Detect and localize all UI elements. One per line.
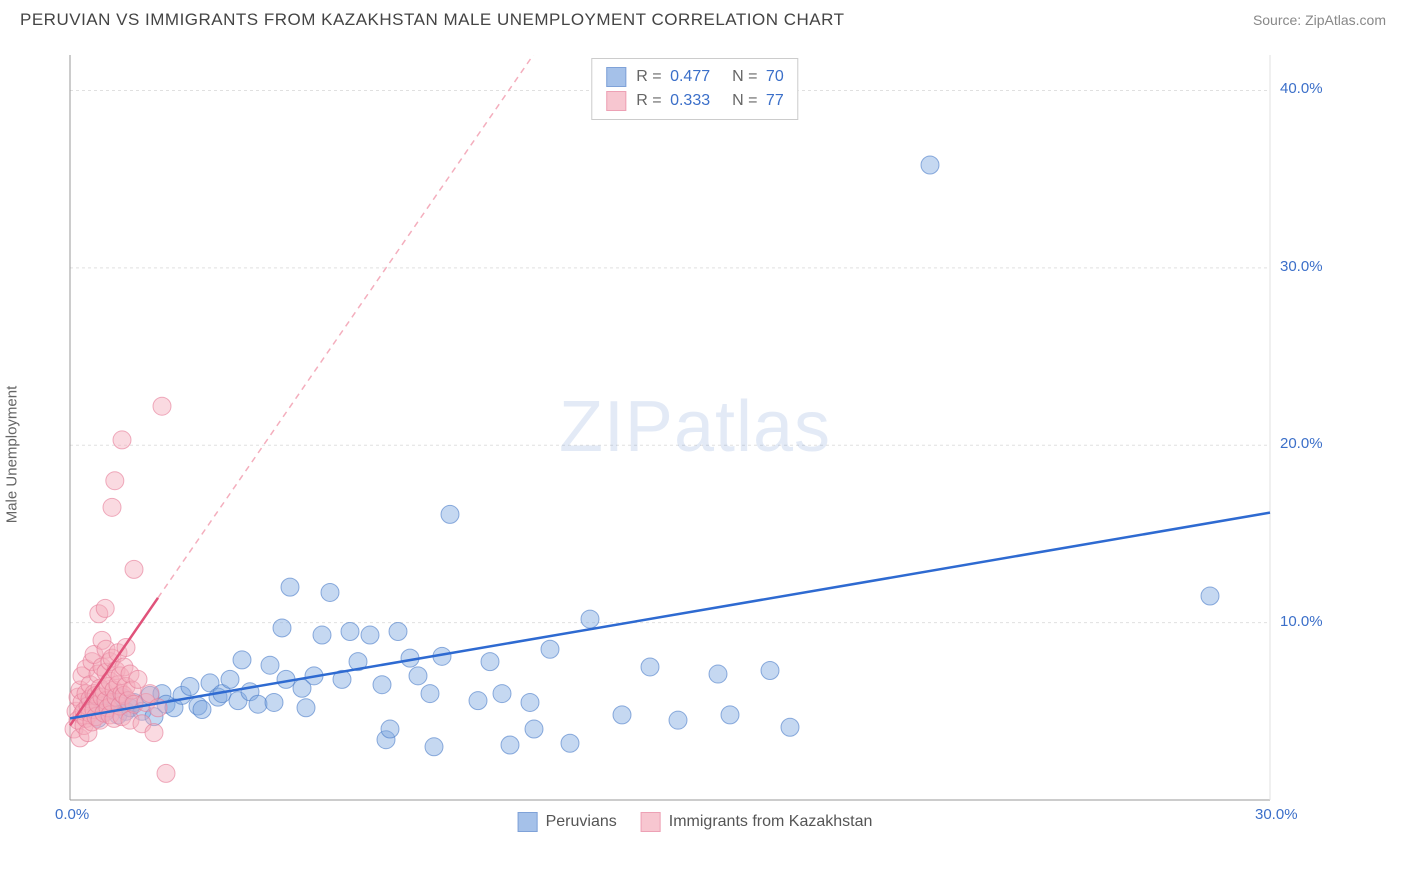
r-label: R =	[636, 68, 661, 85]
chart-header: PERUVIAN VS IMMIGRANTS FROM KAZAKHSTAN M…	[0, 0, 1406, 50]
legend-label-1: Peruvians	[546, 813, 617, 831]
y-tick-label: 30.0%	[1280, 258, 1323, 275]
source-attribution: Source: ZipAtlas.com	[1253, 12, 1386, 28]
n-label: N =	[732, 92, 757, 109]
x-tick-label: 0.0%	[55, 806, 89, 823]
chart-plot-area: ZIPatlas R = 0.477 N = 70 R = 0.333 N = …	[60, 55, 1330, 830]
source-prefix: Source:	[1253, 12, 1305, 28]
y-tick-label: 10.0%	[1280, 613, 1323, 630]
legend-item-series1: Peruvians	[518, 812, 617, 832]
swatch-series1	[606, 67, 626, 87]
x-tick-label: 30.0%	[1255, 806, 1298, 823]
legend-swatch-1	[518, 812, 538, 832]
legend-swatch-2	[641, 812, 661, 832]
scatter-plot-svg	[60, 55, 1330, 830]
stats-row-series1: R = 0.477 N = 70	[606, 65, 783, 89]
legend-label-2: Immigrants from Kazakhstan	[669, 813, 873, 831]
swatch-series2	[606, 91, 626, 111]
n-label: N =	[732, 68, 757, 85]
n-value-2: 77	[766, 92, 784, 109]
y-tick-label: 20.0%	[1280, 435, 1323, 452]
y-tick-label: 40.0%	[1280, 80, 1323, 97]
r-value-2: 0.333	[670, 92, 710, 109]
y-axis-label: Male Unemployment	[4, 386, 21, 524]
chart-title: PERUVIAN VS IMMIGRANTS FROM KAZAKHSTAN M…	[20, 10, 844, 30]
r-value-1: 0.477	[670, 68, 710, 85]
stats-row-series2: R = 0.333 N = 77	[606, 89, 783, 113]
legend-item-series2: Immigrants from Kazakhstan	[641, 812, 873, 832]
correlation-stats-box: R = 0.477 N = 70 R = 0.333 N = 77	[591, 58, 798, 120]
bottom-legend: Peruvians Immigrants from Kazakhstan	[518, 812, 873, 832]
n-value-1: 70	[766, 68, 784, 85]
r-label: R =	[636, 92, 661, 109]
source-name: ZipAtlas.com	[1305, 12, 1386, 28]
